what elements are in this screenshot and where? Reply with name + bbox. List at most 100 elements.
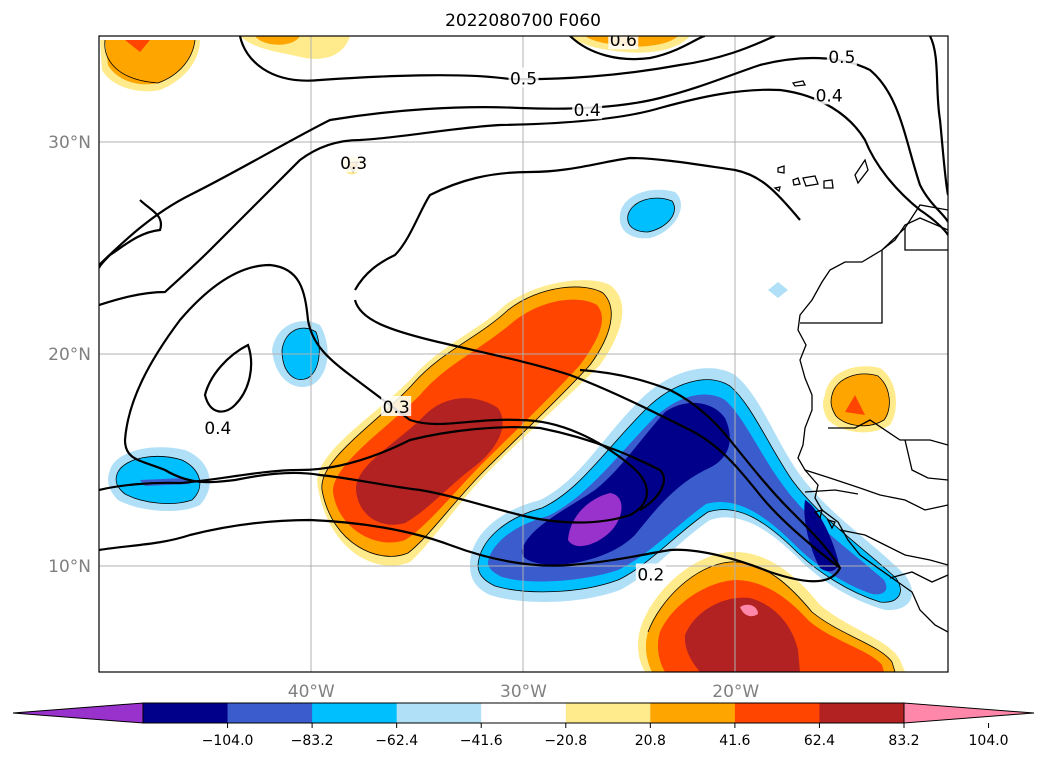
senegal-border xyxy=(804,469,948,511)
negative-blob-north-core xyxy=(627,198,675,232)
negative-anomaly-max xyxy=(568,493,622,547)
outline-negative-center xyxy=(281,327,320,380)
contour-label: 0.3 xyxy=(383,398,410,418)
positive-blob-nw-62 xyxy=(125,40,150,52)
canary-island-5 xyxy=(854,158,869,185)
lat-label: 20°N xyxy=(48,345,91,365)
contour-0.5-east xyxy=(929,36,948,196)
colorbar-tick-label: 104.0 xyxy=(969,733,1009,749)
colorbar-tick-label: −83.2 xyxy=(291,733,334,749)
canary-island-2 xyxy=(792,177,801,186)
colorbar-extend-min xyxy=(12,702,144,724)
contour-0.2-lower xyxy=(99,368,842,583)
outline-negative-west xyxy=(115,456,201,504)
outline-positive-band xyxy=(321,286,612,557)
madeira-island xyxy=(791,80,807,87)
outline-negative-north xyxy=(627,197,675,233)
canary-island-6 xyxy=(773,186,781,193)
guinea-border xyxy=(839,529,948,566)
colorbar-tick-label: −104.0 xyxy=(202,733,254,749)
contour-label: 0.6 xyxy=(610,31,637,51)
colorbar-tick-label: 62.4 xyxy=(804,733,835,749)
positive-anomaly-south-max xyxy=(740,604,758,617)
contour-label: 0.4 xyxy=(574,101,601,121)
contour-label-bg xyxy=(338,152,369,173)
colorbar-segment xyxy=(734,703,820,723)
contour-label-bg xyxy=(826,46,857,67)
colorbar-tick-label: 20.8 xyxy=(635,733,666,749)
contour-labels: 0.6 0.5 0.4 0.3 0.4 0.5 0.4 0.3 0.2 xyxy=(202,31,857,585)
contour-0.4-loop xyxy=(203,343,253,413)
contour-0.2-upper xyxy=(99,426,665,511)
colorbar-segment xyxy=(650,703,736,723)
positive-anomaly-south-core xyxy=(684,597,800,672)
colorbar-segment xyxy=(819,703,905,723)
contour-label-bg xyxy=(635,563,666,584)
map-area: 0.6 0.5 0.4 0.3 0.4 0.5 0.4 0.3 0.2 xyxy=(99,31,948,672)
positive-blob-africa-62 xyxy=(845,395,865,415)
positive-blob-africa-41 xyxy=(831,374,890,426)
gambia-river xyxy=(804,489,859,495)
colorbar-segment xyxy=(312,703,398,723)
contour-0.3-mid xyxy=(99,199,163,269)
mali-border xyxy=(904,439,948,481)
contour-label-bg xyxy=(508,67,539,88)
outline-positive-nw xyxy=(104,39,196,84)
contour-0.3-east xyxy=(354,156,801,291)
longitude-labels: 40°W 30°W 20°W xyxy=(288,682,760,702)
colorbar-tick-label: −20.8 xyxy=(544,733,587,749)
lon-label: 30°W xyxy=(500,682,547,702)
contour-label: 0.5 xyxy=(510,69,537,89)
contour-label: 0.5 xyxy=(828,48,855,68)
lon-label: 20°W xyxy=(712,682,759,702)
mauritania-border xyxy=(828,419,948,446)
outline-positive-south xyxy=(647,561,896,672)
contour-label: 0.4 xyxy=(204,419,231,439)
positive-blob-north-mid-41 xyxy=(255,36,300,45)
contour-label-bg xyxy=(381,396,412,416)
bissagos-islands xyxy=(813,509,836,530)
contour-0.3-north xyxy=(99,88,948,307)
map-frame xyxy=(98,35,949,673)
contour-0.3-loop xyxy=(123,263,648,524)
colorbar-tick-label: 41.6 xyxy=(719,733,750,749)
negative-blob-tiny xyxy=(768,282,788,298)
colorbar-tick-label: 83.2 xyxy=(888,733,919,749)
canary-island-1 xyxy=(777,165,785,174)
lon-label: 40°W xyxy=(288,682,335,702)
lat-label: 30°N xyxy=(48,133,91,153)
gridlines xyxy=(99,36,948,672)
latitude-labels: 30°N 20°N 10°N xyxy=(48,133,91,577)
contour-label: 0.4 xyxy=(816,86,843,106)
contour-label-bg xyxy=(814,84,845,105)
colorbar-extend-max xyxy=(903,702,1035,724)
western-sahara-border xyxy=(800,226,948,324)
contour-label-bg xyxy=(572,99,603,120)
contour-label: 0.2 xyxy=(637,565,664,585)
lat-label: 10°N xyxy=(48,557,91,577)
colorbar-tick-label: −41.6 xyxy=(460,733,503,749)
positive-blob-nw-41 xyxy=(105,40,195,85)
contour-0.3-band xyxy=(353,299,841,569)
africa-coastline xyxy=(797,217,948,633)
colorbar-segment xyxy=(565,703,651,723)
coastlines xyxy=(773,80,948,633)
contour-label: 0.3 xyxy=(340,154,367,174)
sierra-leone-border xyxy=(889,571,948,583)
outline-positive-africa xyxy=(830,373,890,427)
colorbar-segment xyxy=(143,703,229,723)
canary-island-3 xyxy=(802,175,819,187)
colorbar-segment xyxy=(481,703,567,723)
contour-0.4-north xyxy=(99,56,948,266)
contour-0.6 xyxy=(569,36,706,61)
contour-label-bg xyxy=(202,417,233,438)
colorbar-segment xyxy=(396,703,482,723)
contour-lines xyxy=(99,36,948,583)
canary-island-4 xyxy=(823,179,834,189)
colorbar: −104.0 −83.2 −62.4 −41.6 −20.8 20.8 41.6 62.4 83… xyxy=(12,702,1035,749)
inland-border-ne xyxy=(904,204,948,229)
figure-title: 2022080700 F060 xyxy=(445,11,601,31)
colorbar-segment xyxy=(227,703,313,723)
